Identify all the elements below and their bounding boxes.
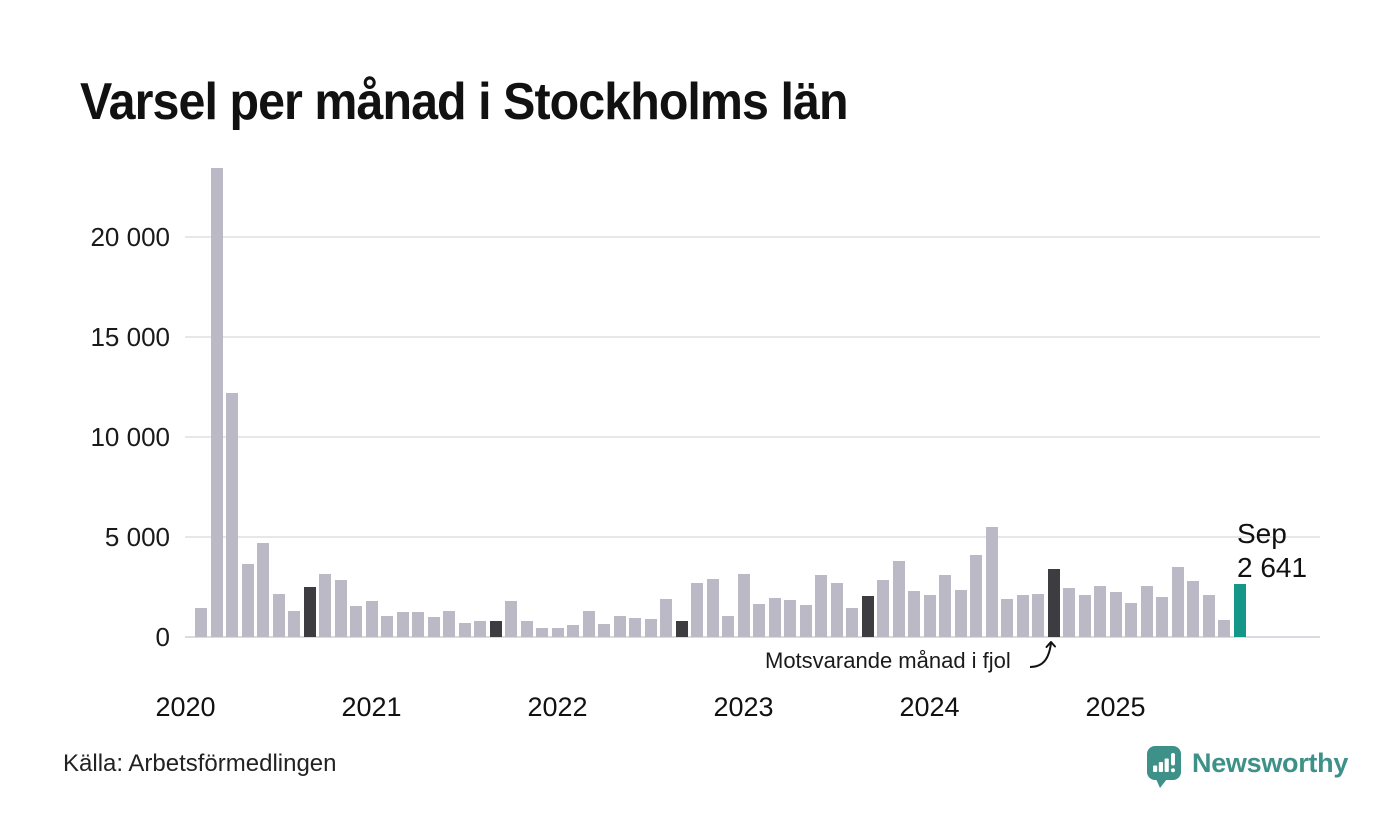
bar-maj-2020 — [241, 564, 254, 637]
x-axis-year-label: 2023 — [713, 692, 774, 722]
bar-dec-2022 — [722, 616, 734, 637]
bar-mar-2021 — [396, 612, 409, 637]
annotation-prior-september: Motsvarande månad i fjol — [765, 648, 1011, 673]
bar-aug-2022 — [660, 599, 672, 637]
y-axis-label: 15 000 — [90, 322, 170, 352]
bar-maj-2023 — [799, 605, 812, 637]
bar-aug-2020 — [288, 611, 300, 637]
bar-jun-2021 — [443, 611, 455, 637]
bar-sep-2020 — [303, 587, 316, 637]
bar-feb-2025 — [1125, 603, 1137, 637]
bar-jun-2025 — [1187, 581, 1199, 637]
bar-sep-2024 — [1047, 569, 1060, 637]
newsworthy-logo: Newsworthy — [1146, 745, 1348, 789]
bar-okt-2022 — [691, 583, 703, 637]
bar-sep-2023 — [861, 596, 874, 637]
y-axis-label: 5 000 — [104, 522, 170, 552]
bar-mar-2025 — [1140, 586, 1153, 637]
bar-nov-2020 — [334, 580, 347, 637]
bar-apr-2020 — [226, 393, 238, 637]
y-axis-label: 20 000 — [90, 222, 170, 252]
bar-nov-2024 — [1078, 595, 1091, 637]
bar-nov-2021 — [520, 621, 533, 637]
bar-dec-2023 — [908, 591, 920, 637]
bar-feb-2020 — [195, 608, 207, 637]
bar-jun-2024 — [1001, 599, 1013, 637]
annotation-arrow-icon — [1029, 641, 1056, 668]
bar-sep-2021 — [489, 621, 502, 637]
bar-mar-2020 — [210, 168, 223, 637]
y-axis-label: 10 000 — [90, 422, 170, 452]
bar-feb-2024 — [939, 575, 951, 637]
newsworthy-logo-icon — [1147, 746, 1181, 788]
bar-apr-2021 — [412, 612, 424, 637]
bar-jan-2025 — [1109, 592, 1122, 637]
newsworthy-logo-text: Newsworthy — [1192, 748, 1349, 778]
bar-aug-2025 — [1218, 620, 1230, 637]
source-text: Källa: Arbetsförmedlingen — [63, 750, 337, 777]
bar-mar-2024 — [954, 590, 967, 637]
gridline — [185, 536, 1320, 538]
bar-jul-2023 — [830, 583, 843, 637]
gridline — [185, 436, 1320, 438]
bar-apr-2023 — [784, 600, 796, 637]
bar-dec-2021 — [536, 628, 548, 637]
current-month-name: Sep — [1237, 518, 1287, 549]
bar-feb-2023 — [753, 604, 765, 637]
bar-aug-2021 — [474, 621, 486, 637]
bar-sep-2022 — [675, 621, 688, 637]
bar-okt-2023 — [877, 580, 889, 637]
bar-jan-2023 — [737, 574, 750, 637]
bar-nov-2022 — [706, 579, 719, 637]
x-axis-year-label: 2020 — [155, 692, 216, 722]
x-axis-year-label: 2022 — [527, 692, 588, 722]
chart-title: Varsel per månad i Stockholms län — [80, 73, 849, 131]
gridline — [185, 636, 1320, 638]
bar-aug-2023 — [846, 608, 858, 637]
bar-maj-2024 — [985, 527, 998, 637]
y-axis-label: 0 — [155, 622, 170, 652]
bar-jun-2023 — [815, 575, 827, 637]
bar-maj-2022 — [613, 616, 626, 637]
bar-jan-2024 — [923, 595, 936, 637]
bar-dec-2024 — [1094, 586, 1106, 637]
bar-jul-2021 — [458, 623, 471, 637]
bar-nov-2023 — [892, 561, 905, 637]
current-month-value-label: Sep 2 641 — [1237, 517, 1307, 585]
bar-maj-2021 — [427, 617, 440, 637]
bar-jul-2024 — [1016, 595, 1029, 637]
bar-apr-2025 — [1156, 597, 1168, 637]
x-axis-year-label: 2024 — [899, 692, 960, 722]
bar-jan-2022 — [551, 628, 564, 637]
bar-mar-2022 — [582, 611, 595, 637]
x-axis-year-label: 2025 — [1085, 692, 1146, 722]
bar-okt-2021 — [505, 601, 517, 637]
bar-mar-2023 — [768, 598, 781, 637]
bar-feb-2021 — [381, 616, 393, 637]
bar-okt-2024 — [1063, 588, 1075, 637]
gridline — [185, 336, 1320, 338]
bar-jun-2020 — [257, 543, 269, 637]
bar-jun-2022 — [629, 618, 641, 637]
x-axis-year-label: 2021 — [341, 692, 402, 722]
bar-jul-2025 — [1202, 595, 1215, 637]
gridline — [185, 236, 1320, 238]
bar-okt-2020 — [319, 574, 331, 637]
bar-aug-2024 — [1032, 594, 1044, 637]
bar-apr-2022 — [598, 624, 610, 637]
current-month-value: 2 641 — [1237, 552, 1308, 583]
bar-maj-2025 — [1171, 567, 1184, 637]
bar-jul-2022 — [644, 619, 657, 637]
bar-feb-2022 — [567, 625, 579, 637]
bar-dec-2020 — [350, 606, 362, 637]
bar-sep-2025 — [1233, 584, 1246, 637]
bar-jan-2021 — [365, 601, 378, 637]
bar-jul-2020 — [272, 594, 285, 637]
bar-apr-2024 — [970, 555, 982, 637]
